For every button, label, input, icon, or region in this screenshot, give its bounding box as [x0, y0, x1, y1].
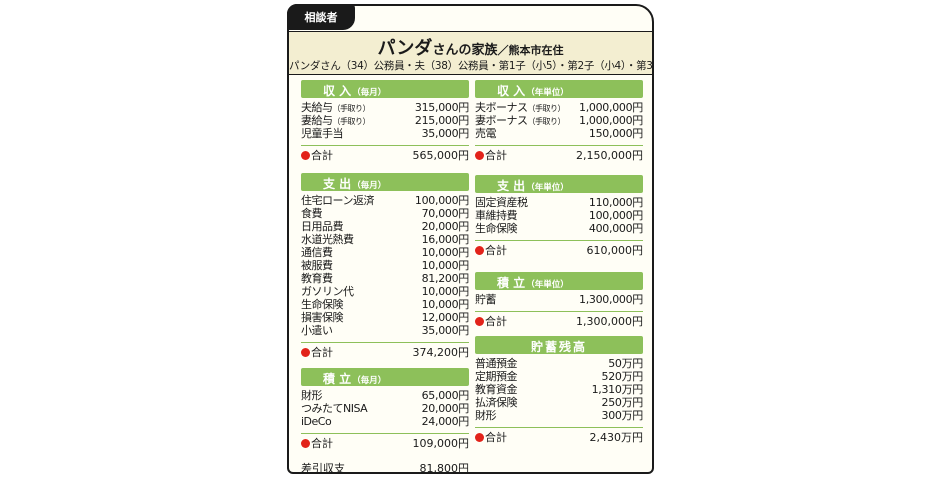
saving-yearly-heading: 積 立（年単位） [475, 272, 643, 290]
table-row: 教育資金 1,310万円 [475, 383, 643, 396]
saving-monthly-heading: 積 立（毎月） [301, 368, 469, 386]
table-row: 食費 70,000円 [301, 207, 469, 220]
saving-yearly-section: 積 立（年単位） 貯蓄 1,300,000円 合計 1,300,000円 [475, 272, 643, 328]
table-row: iDeCo 24,000円 [301, 415, 469, 428]
expense-monthly-total: 合計 374,200円 [301, 342, 469, 359]
savings-balance-total: 合計 2,430万円 [475, 427, 643, 444]
table-row: 水道光熱費 16,000円 [301, 233, 469, 246]
income-yearly-section: 収 入（年単位） 夫ボーナス（手取り） 1,000,000円 妻ボーナス（手取り）… [475, 80, 643, 162]
income-monthly-rows: 夫給与（手取り） 315,000円 妻給与（手取り） 215,000円 児童手当 35… [301, 98, 469, 140]
table-row: 財形 65,000円 [301, 389, 469, 402]
table-row: 普通預金 50万円 [475, 357, 643, 370]
table-row: 通信費 10,000円 [301, 246, 469, 259]
table-row: 夫給与（手取り） 315,000円 [301, 101, 469, 114]
table-row: ガソリン代 10,000円 [301, 285, 469, 298]
table-row: 児童手当 35,000円 [301, 127, 469, 140]
income-yearly-heading: 収 入（年単位） [475, 80, 643, 98]
red-dot-icon [301, 439, 310, 448]
household-budget-card: パンダさんの家族／熊本市在住 パンダさん（34）公務員・夫（38）公務員・第1子… [287, 4, 654, 474]
red-dot-icon [475, 151, 484, 160]
income-yearly-total: 合計 2,150,000円 [475, 145, 643, 162]
saving-monthly-total: 合計 109,000円 [301, 433, 469, 450]
income-monthly-section: 収 入（毎月） 夫給与（手取り） 315,000円 妻給与（手取り） 215,000… [301, 80, 469, 162]
table-row: 日用品費 20,000円 [301, 220, 469, 233]
family-header: パンダさんの家族／熊本市在住 パンダさん（34）公務員・夫（38）公務員・第1子… [289, 31, 652, 75]
consultant-tag-label: 相談者 [304, 11, 338, 24]
balance-value: 81,800円 [419, 462, 470, 474]
family-name-suffix: さんの家族 [432, 43, 498, 58]
saving-yearly-rows: 貯蓄 1,300,000円 [475, 290, 643, 306]
consultant-tag: 相談者 [287, 4, 355, 30]
saving-yearly-total: 合計 1,300,000円 [475, 311, 643, 328]
table-row: 住宅ローン返済 100,000円 [301, 194, 469, 207]
table-row: 被服費 10,000円 [301, 259, 469, 272]
saving-monthly-section: 積 立（毎月） 財形 65,000円 つみたてNISA 20,000円 iDeCo 2… [301, 368, 469, 450]
savings-balance-heading: 貯蓄残高 [475, 336, 643, 354]
table-row: 小遣い 35,000円 [301, 324, 469, 337]
table-row: 生命保険 10,000円 [301, 298, 469, 311]
family-name: パンダ [377, 38, 433, 59]
income-monthly-heading: 収 入（毎月） [301, 80, 469, 98]
balance-label: 差引収支 [301, 462, 345, 474]
expense-yearly-rows: 固定資産税 110,000円 車維持費 100,000円 生命保険 400,000円 [475, 193, 643, 235]
family-members: パンダさん（34）公務員・夫（38）公務員・第1子（小5）・第2子（小4）・第3… [289, 60, 653, 72]
income-yearly-rows: 夫ボーナス（手取り） 1,000,000円 妻ボーナス（手取り） 1,000,000… [475, 98, 643, 140]
table-row: 固定資産税 110,000円 [475, 196, 643, 209]
table-row: 車維持費 100,000円 [475, 209, 643, 222]
balance-row: 差引収支 81,800円 [301, 460, 470, 474]
table-row: 貯蓄 1,300,000円 [475, 293, 643, 306]
red-dot-icon [301, 151, 310, 160]
table-row: 妻ボーナス（手取り） 1,000,000円 [475, 114, 643, 127]
table-row: つみたてNISA 20,000円 [301, 402, 469, 415]
table-row: 払済保険 250万円 [475, 396, 643, 409]
savings-balance-rows: 普通預金 50万円 定期預金 520万円 教育資金 1,310万円 払済保険 250万円… [475, 354, 643, 422]
family-residence: ／熊本市在住 [497, 44, 564, 57]
table-row: 生命保険 400,000円 [475, 222, 643, 235]
red-dot-icon [475, 317, 484, 326]
table-row: 妻給与（手取り） 215,000円 [301, 114, 469, 127]
income-monthly-total: 合計 565,000円 [301, 145, 469, 162]
savings-balance-section: 貯蓄残高 普通預金 50万円 定期預金 520万円 教育資金 1,310万円 払済保険… [475, 336, 643, 444]
expense-yearly-heading: 支 出（年単位） [475, 175, 643, 193]
red-dot-icon [475, 246, 484, 255]
table-row: 夫ボーナス（手取り） 1,000,000円 [475, 101, 643, 114]
red-dot-icon [301, 348, 310, 357]
table-row: 損害保険 12,000円 [301, 311, 469, 324]
expense-yearly-section: 支 出（年単位） 固定資産税 110,000円 車維持費 100,000円 生命保険… [475, 175, 643, 257]
table-row: 売電 150,000円 [475, 127, 643, 140]
expense-monthly-heading: 支 出（毎月） [301, 173, 469, 191]
red-dot-icon [475, 433, 484, 442]
family-name-line: パンダさんの家族／熊本市在住 [289, 34, 652, 60]
expense-monthly-rows: 住宅ローン返済 100,000円 食費 70,000円 日用品費 20,000円 水道… [301, 191, 469, 337]
expense-monthly-section: 支 出（毎月） 住宅ローン返済 100,000円 食費 70,000円 日用品費 20… [301, 173, 469, 359]
table-row: 教育費 81,200円 [301, 272, 469, 285]
table-row: 定期預金 520万円 [475, 370, 643, 383]
table-row: 財形 300万円 [475, 409, 643, 422]
saving-monthly-rows: 財形 65,000円 つみたてNISA 20,000円 iDeCo 24,000円 [301, 386, 469, 428]
expense-yearly-total: 合計 610,000円 [475, 240, 643, 257]
